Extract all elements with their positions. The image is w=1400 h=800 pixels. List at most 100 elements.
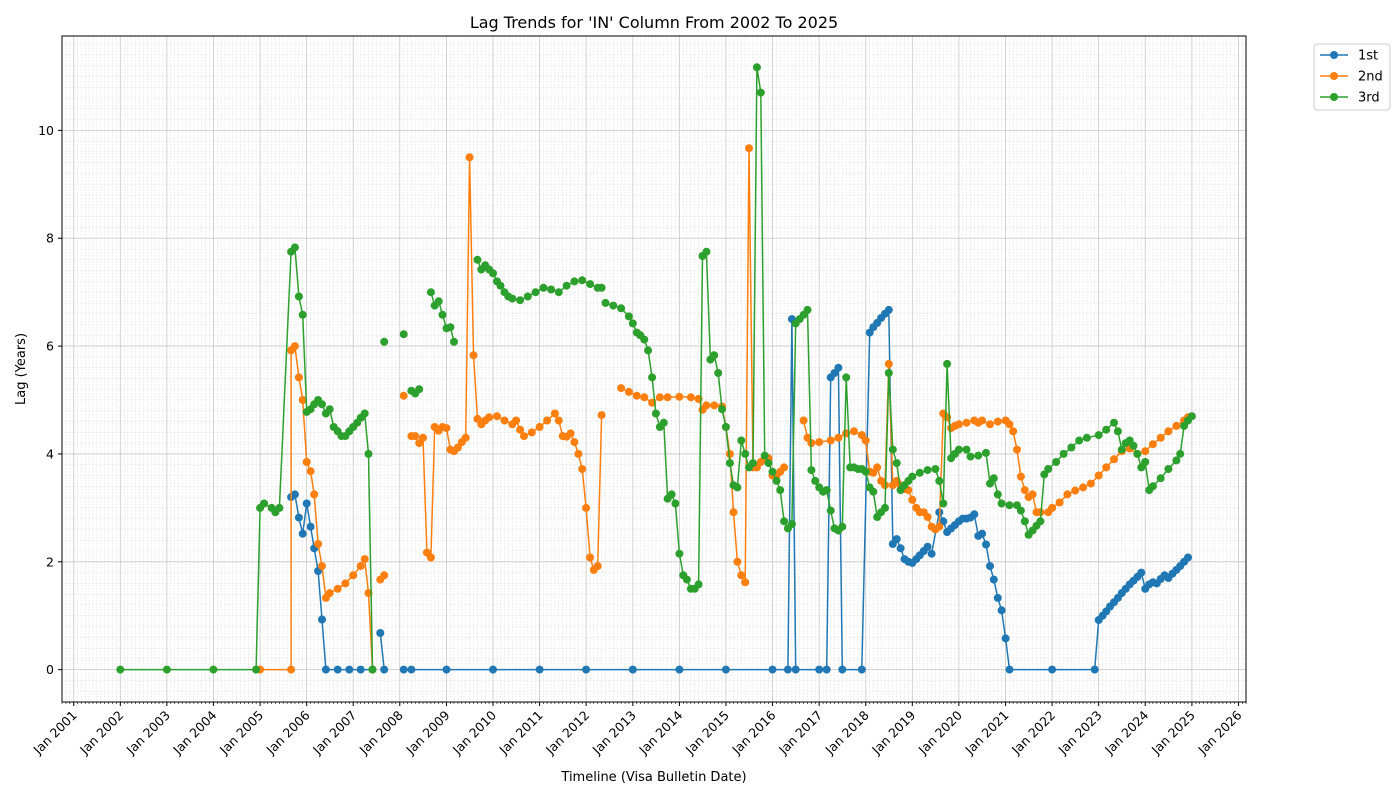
- data-point-3rd: [737, 436, 746, 445]
- data-point-1st: [783, 665, 792, 674]
- data-point-3rd: [1075, 436, 1084, 445]
- data-point-2nd: [741, 578, 750, 587]
- data-point-1st: [675, 665, 684, 674]
- data-point-2nd: [1020, 486, 1029, 495]
- data-point-3rd: [776, 486, 785, 495]
- legend-marker-2nd: [1330, 72, 1338, 80]
- data-point-2nd: [873, 463, 882, 472]
- data-point-3rd: [380, 337, 389, 346]
- data-point-2nd: [325, 589, 334, 598]
- data-point-2nd: [799, 416, 808, 425]
- data-point-3rd: [450, 337, 458, 346]
- data-point-1st: [356, 665, 365, 674]
- data-point-3rd: [116, 665, 125, 674]
- data-point-1st: [721, 665, 730, 674]
- data-point-1st: [1184, 553, 1192, 562]
- data-point-3rd: [718, 405, 726, 414]
- data-point-1st: [970, 510, 979, 519]
- data-point-2nd: [725, 449, 734, 458]
- data-point-2nd: [617, 384, 626, 393]
- data-point-3rd: [861, 467, 870, 476]
- data-point-3rd: [364, 449, 373, 458]
- data-point-2nd: [1164, 427, 1173, 436]
- data-point-2nd: [1079, 483, 1088, 492]
- data-point-2nd: [737, 571, 746, 580]
- data-point-2nd: [314, 540, 323, 548]
- data-point-3rd: [749, 459, 757, 468]
- data-point-3rd: [1156, 474, 1165, 483]
- data-point-2nd: [962, 418, 971, 427]
- data-point-3rd: [943, 359, 952, 368]
- data-point-3rd: [1148, 482, 1157, 491]
- data-point-2nd: [1094, 471, 1103, 480]
- data-point-2nd: [341, 579, 350, 588]
- data-point-3rd: [869, 487, 878, 496]
- data-point-3rd: [842, 373, 851, 382]
- data-point-3rd: [1102, 425, 1111, 434]
- data-point-2nd: [624, 387, 633, 396]
- y-tick-label: 8: [46, 231, 54, 246]
- data-point-3rd: [539, 283, 548, 292]
- data-point-3rd: [368, 665, 377, 674]
- data-point-2nd: [1156, 433, 1165, 442]
- data-point-1st: [302, 499, 311, 508]
- data-point-2nd: [1102, 463, 1111, 472]
- data-point-2nd: [574, 449, 583, 458]
- data-point-1st: [1001, 634, 1010, 643]
- data-point-2nd: [554, 416, 563, 425]
- data-point-3rd: [496, 281, 505, 290]
- data-point-2nd: [298, 396, 307, 404]
- data-point-3rd: [923, 466, 932, 475]
- data-point-2nd: [1009, 427, 1018, 436]
- data-point-2nd: [520, 432, 528, 441]
- data-point-2nd: [318, 562, 326, 571]
- data-point-2nd: [593, 562, 602, 571]
- data-point-2nd: [290, 342, 299, 351]
- data-point-2nd: [1013, 445, 1021, 454]
- data-point-2nd: [954, 420, 963, 429]
- data-point-3rd: [1067, 443, 1076, 452]
- data-point-1st: [822, 665, 831, 674]
- data-point-1st: [442, 665, 451, 674]
- data-point-3rd: [682, 575, 691, 584]
- data-point-3rd: [1016, 506, 1025, 515]
- data-point-2nd: [923, 513, 932, 521]
- y-tick-label: 4: [46, 446, 54, 461]
- data-point-1st: [982, 540, 990, 549]
- data-point-2nd: [1048, 503, 1057, 512]
- data-point-1st: [884, 305, 893, 314]
- data-point-1st: [857, 665, 866, 674]
- data-point-1st: [399, 665, 408, 674]
- data-point-1st: [993, 593, 1002, 602]
- data-point-1st: [1005, 665, 1014, 674]
- data-point-1st: [345, 665, 354, 674]
- data-point-3rd: [648, 373, 657, 382]
- data-point-3rd: [733, 483, 742, 492]
- data-point-3rd: [562, 281, 571, 290]
- data-point-2nd: [686, 393, 695, 402]
- data-point-3rd: [415, 385, 424, 394]
- data-point-2nd: [306, 467, 315, 476]
- data-point-3rd: [473, 255, 482, 264]
- data-point-1st: [1090, 665, 1099, 674]
- data-point-3rd: [997, 499, 1006, 508]
- data-point-3rd: [1176, 449, 1185, 458]
- series-3rd: [116, 63, 1196, 674]
- data-point-3rd: [426, 288, 435, 297]
- data-point-3rd: [1187, 412, 1196, 421]
- data-point-3rd: [162, 665, 171, 674]
- data-point-2nd: [294, 373, 303, 382]
- legend-label-2nd: 2nd: [1358, 70, 1383, 85]
- data-point-3rd: [694, 580, 703, 589]
- data-point-3rd: [531, 288, 540, 297]
- data-point-3rd: [360, 409, 369, 418]
- data-point-2nd: [419, 433, 427, 442]
- data-point-3rd: [601, 298, 610, 307]
- legend-marker-3rd: [1330, 93, 1338, 101]
- data-point-3rd: [725, 459, 734, 468]
- data-point-3rd: [659, 418, 668, 427]
- data-point-1st: [927, 549, 936, 558]
- data-point-2nd: [826, 436, 835, 445]
- data-point-3rd: [974, 451, 983, 460]
- data-point-3rd: [884, 369, 893, 377]
